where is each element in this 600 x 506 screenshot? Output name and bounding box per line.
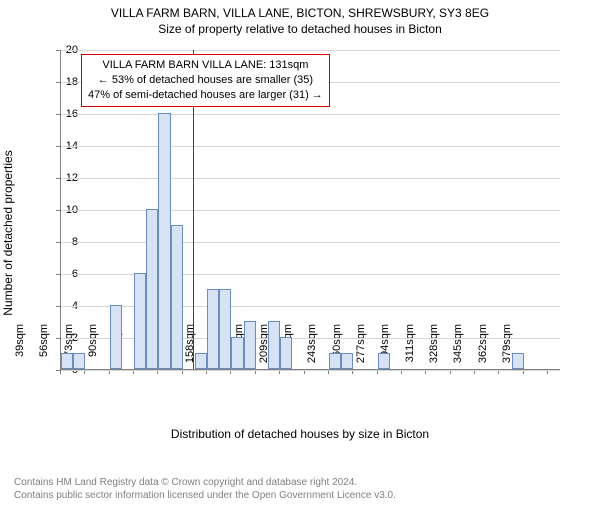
bar <box>158 113 170 369</box>
x-axis-label: Distribution of detached houses by size … <box>0 427 600 441</box>
plot-area: VILLA FARM BARN VILLA LANE: 131sqm ← 53%… <box>60 50 560 370</box>
chart-title-main: VILLA FARM BARN, VILLA LANE, BICTON, SHR… <box>0 6 600 20</box>
callout-line-3: 47% of semi-detached houses are larger (… <box>88 88 323 103</box>
footer-line-1: Contains HM Land Registry data © Crown c… <box>14 477 396 490</box>
gridline <box>61 210 560 211</box>
bar <box>268 321 280 369</box>
gridline <box>61 50 560 51</box>
bar <box>219 289 231 369</box>
bar <box>512 353 524 369</box>
bar <box>61 353 73 369</box>
callout-box: VILLA FARM BARN VILLA LANE: 131sqm ← 53%… <box>81 54 330 107</box>
bar <box>171 225 183 369</box>
y-axis-label: Number of detached properties <box>1 150 15 315</box>
callout-line-1: VILLA FARM BARN VILLA LANE: 131sqm <box>88 58 323 73</box>
chart-container: VILLA FARM BARN, VILLA LANE, BICTON, SHR… <box>0 6 600 506</box>
bar <box>280 337 292 369</box>
gridline <box>61 146 560 147</box>
bar <box>244 321 256 369</box>
footer-attribution: Contains HM Land Registry data © Crown c… <box>14 477 396 502</box>
bar <box>195 353 207 369</box>
gridline <box>61 370 560 371</box>
gridline <box>61 242 560 243</box>
bar <box>341 353 353 369</box>
bar <box>146 209 158 369</box>
bar <box>231 337 243 369</box>
plot-wrapper: Number of detached properties 0246810121… <box>20 40 580 425</box>
gridline <box>61 114 560 115</box>
bar <box>378 353 390 369</box>
bar <box>329 353 341 369</box>
bar <box>134 273 146 369</box>
x-tick-label: 39sqm <box>14 324 26 374</box>
gridline <box>61 178 560 179</box>
bar <box>73 353 85 369</box>
x-tick-label: 56sqm <box>38 324 50 374</box>
bar <box>207 289 219 369</box>
callout-line-2: ← 53% of detached houses are smaller (35… <box>88 73 323 88</box>
footer-line-2: Contains public sector information licen… <box>14 490 396 503</box>
bar <box>110 305 122 369</box>
chart-title-sub: Size of property relative to detached ho… <box>0 22 600 36</box>
